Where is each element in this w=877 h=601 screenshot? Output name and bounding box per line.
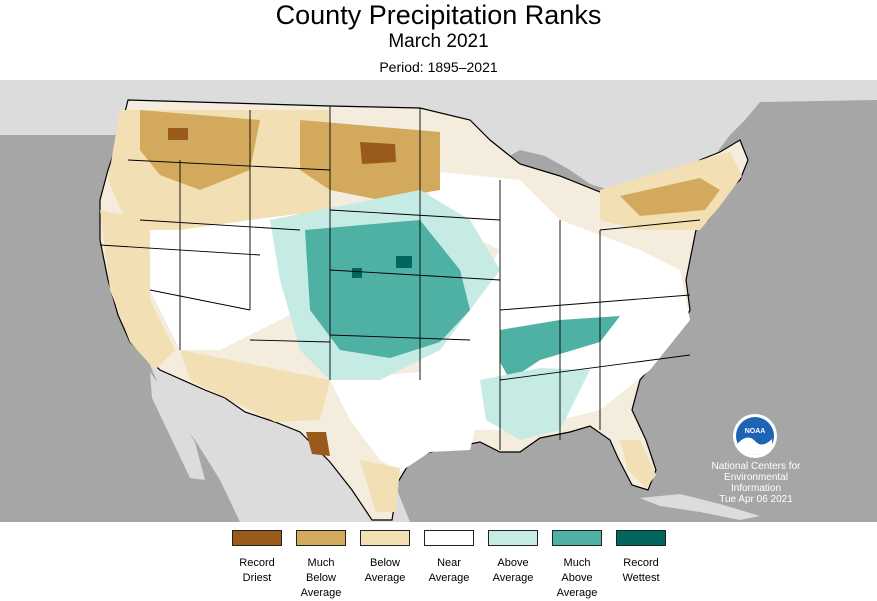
map-title: County Precipitation Ranks xyxy=(275,0,602,30)
legend-label: Near Average xyxy=(428,557,470,584)
credit-date: Tue Apr 06 2021 xyxy=(719,494,793,505)
precipitation-map: NOAA National Centers for Environmental … xyxy=(0,80,877,522)
legend-item-much-above-average: Much Above Average xyxy=(545,530,609,601)
legend-swatch xyxy=(360,530,410,546)
map-period: Period: 1895–2021 xyxy=(379,59,498,75)
legend-swatch xyxy=(296,530,346,546)
legend-swatch xyxy=(488,530,538,546)
baja-california xyxy=(150,372,205,480)
legend-label: Below Average xyxy=(364,557,406,584)
below-average-southwest xyxy=(180,350,330,422)
much-above-central-plains xyxy=(305,220,470,358)
credit-line-2: Environmental xyxy=(724,472,788,483)
map-subtitle: March 2021 xyxy=(388,31,489,52)
record-wettest-nebraska xyxy=(396,256,412,268)
much-below-northeast xyxy=(620,178,720,216)
legend-label: Much Above Average xyxy=(556,557,598,599)
record-driest-west-texas xyxy=(306,432,330,456)
cuba-land xyxy=(640,494,760,520)
legend-label: Much Below Average xyxy=(300,557,342,599)
legend-item-above-average: Above Average xyxy=(481,530,545,586)
legend-swatch xyxy=(552,530,602,546)
below-average-south-texas xyxy=(360,460,400,512)
legend-label: Record Driest xyxy=(239,557,275,584)
above-average-lower-mississippi xyxy=(480,368,590,440)
mexico-land xyxy=(150,365,410,522)
legend-item-below-average: Below Average xyxy=(353,530,417,586)
svg-text:NOAA: NOAA xyxy=(745,428,766,435)
record-driest-dakota xyxy=(360,142,396,164)
near-average-region-texas xyxy=(330,370,480,472)
map-svg xyxy=(0,80,877,522)
legend-label: Above Average xyxy=(492,557,534,584)
credit-line-1: National Centers for xyxy=(711,461,801,472)
credit-line-3: Information xyxy=(730,483,782,494)
legend-swatch xyxy=(232,530,282,546)
legend-swatch xyxy=(616,530,666,546)
legend-item-much-below-average: Much Below Average xyxy=(289,530,353,601)
near-average-region xyxy=(150,205,300,350)
record-driest-idaho xyxy=(168,128,188,140)
record-wettest-kansas xyxy=(352,268,362,278)
near-average-region-east xyxy=(420,170,690,430)
below-average-florida xyxy=(620,440,656,488)
legend-label: Record Wettest xyxy=(622,557,660,584)
legend-item-record-driest: Record Driest xyxy=(225,530,289,586)
state-borders xyxy=(99,106,701,450)
below-average-california xyxy=(100,210,175,370)
legend-item-record-wettest: Record Wettest xyxy=(609,530,673,586)
noaa-logo-icon: NOAA xyxy=(733,414,777,458)
legend-swatch xyxy=(424,530,474,546)
legend-item-near-average: Near Average xyxy=(417,530,481,586)
